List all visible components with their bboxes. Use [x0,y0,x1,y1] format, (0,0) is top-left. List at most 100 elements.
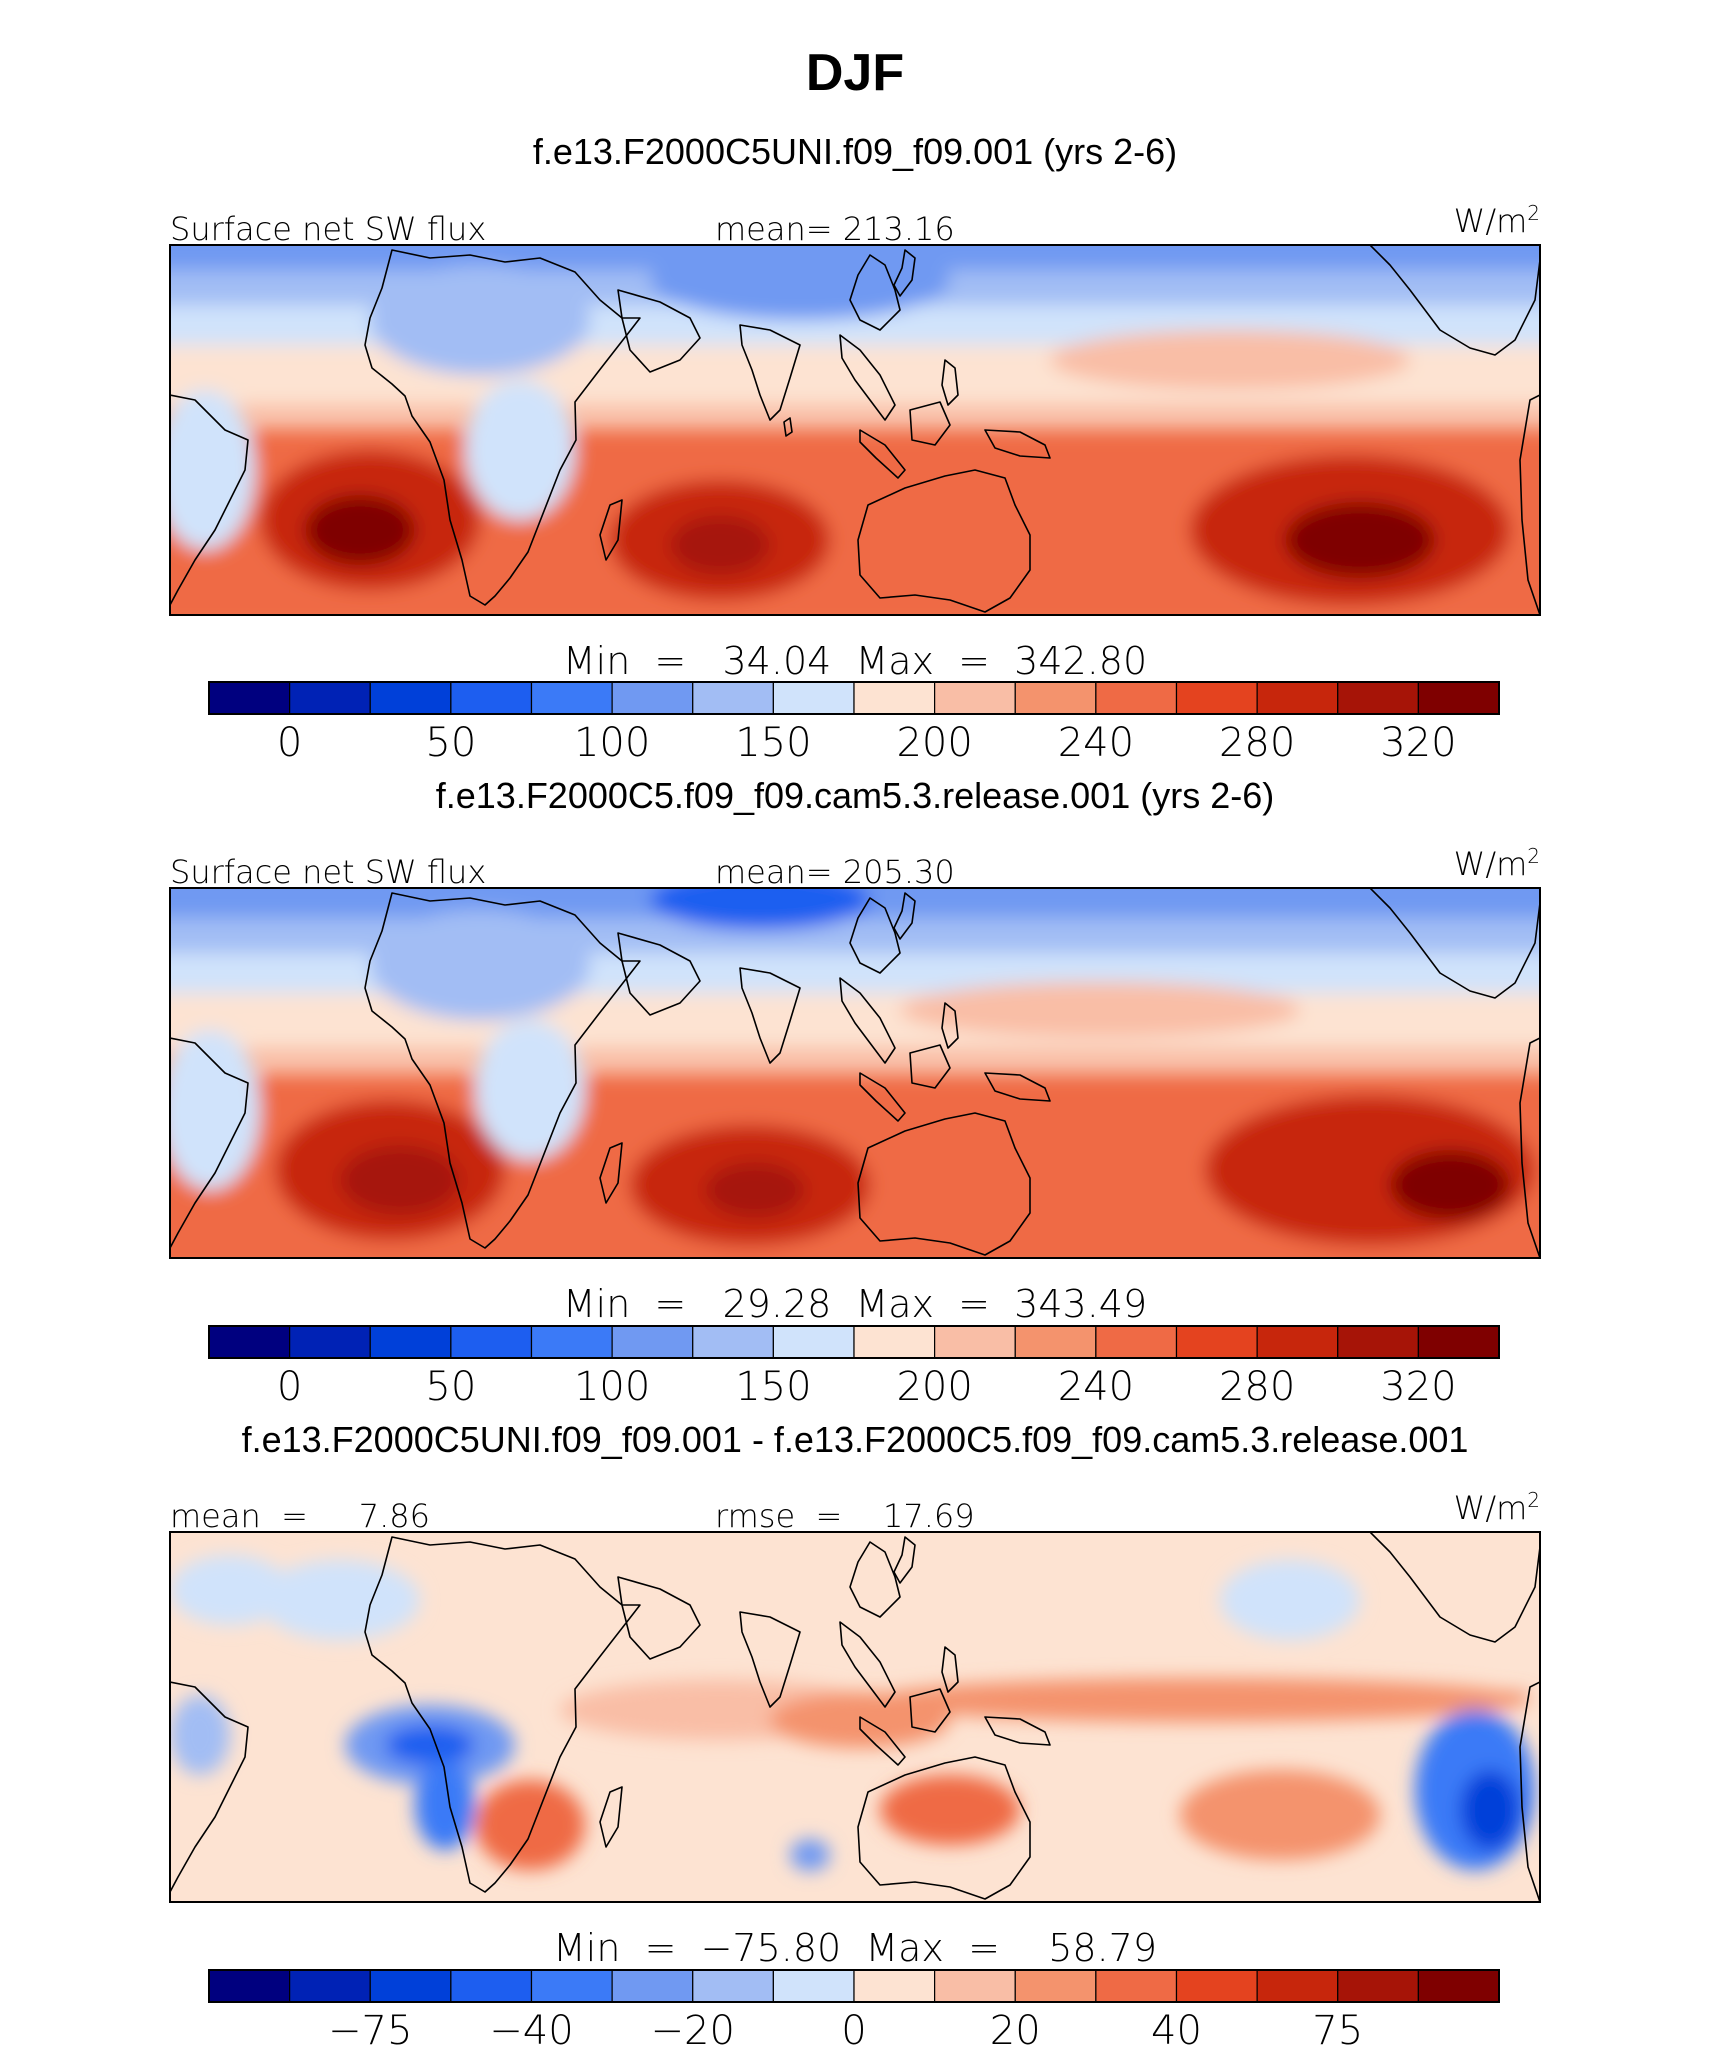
colorbar-tick-label: 100 [574,720,650,766]
panel-3-coast-philippines [941,1646,959,1693]
colorbar-swatch [1095,1969,1178,2003]
panel-1-minmax: Min = 34.04 Max = 342.80 [563,639,1147,683]
colorbar-swatch [1095,1325,1178,1359]
colorbar-swatch [289,1325,371,1359]
colorbar-swatch [1337,1325,1419,1359]
colorbar-swatch [530,1969,613,2003]
panel-1-coast-sri-lanka [783,417,793,437]
panel-1-coast-japan [893,249,916,297]
season-title: DJF [806,44,904,102]
panel-3-coast-south-america-west [1519,1681,1540,1902]
panel-3-field-southwest-atlantic-blue [415,1760,475,1850]
panel-2-coast-australia [857,1112,1031,1256]
colorbar-swatch [530,1325,613,1359]
panel-2-coast-philippines [941,1002,959,1049]
colorbar-swatch [1417,1325,1500,1359]
panel-2-map-frame [169,887,1541,1259]
panel-2-coast-madagascar [599,1142,623,1204]
colorbar-swatch [1095,681,1178,715]
panel-1-coast-africa [364,249,641,606]
panel-2-coast-india [739,967,801,1064]
colorbar-swatch [934,1325,1016,1359]
panel-3-units-base: W/m [1454,1489,1528,1527]
panel-2-field-south-america [170,1030,260,1190]
colorbar-swatch [934,681,1016,715]
colorbar-tick-label: −20 [651,2008,735,2048]
panel-3-field-pacific-band-halo [870,1678,1530,1722]
colorbar-swatch [1175,1969,1258,2003]
colorbar-swatch [1256,1969,1339,2003]
colorbar-frame [208,1969,1500,2003]
colorbar-tick-label: 0 [841,2008,866,2048]
panel-2-field-south-pacific-core [1390,1150,1510,1220]
colorbar-swatch [450,681,533,715]
panel-1-field-north-pacific [1050,330,1410,390]
panel-2-colorbar: 0 50 100 150 200 240 280 320 [208,1325,1500,1410]
colorbar-tick-label: 240 [1058,1364,1134,1410]
colorbar-swatch [369,1969,452,2003]
panel-2-field-east-asia [650,888,870,930]
panel-3-map [170,1532,1540,1902]
panel-2-coast-south-america-west [1519,1037,1540,1258]
panel-3-field-atlantic-blue-core [385,1725,475,1765]
panel-3-field-north-atlantic-blue [170,1555,290,1625]
colorbar-tick-label: 240 [1058,720,1134,766]
panel-2-field [170,888,1540,1258]
colorbar-swatch [289,1969,371,2003]
panel-2-units-base: W/m [1454,845,1528,883]
panel-1-map [170,245,1540,615]
colorbar-tick-label: 150 [735,1364,811,1410]
colorbar-swatch [692,681,774,715]
panel-2-variable-label: Surface net SW flux [170,853,486,891]
panel-1-field-south-pacific-core [1285,502,1435,578]
panel-2-coast-japan [893,892,916,940]
panel-1-variable-label: Surface net SW flux [170,210,486,248]
panel-2-minmax: Min = 29.28 Max = 343.49 [563,1282,1147,1326]
panel-3-coast-east-asia [849,1541,901,1618]
panel-1-coast-east-asia [849,254,901,331]
panel-3-field-southern-africa-red [475,1780,585,1870]
colorbar-swatch [1175,681,1258,715]
colorbar-tick-label: 40 [1151,2008,1202,2048]
panel-2-units: W/m2 [1454,844,1540,883]
panel-1-coast-india [739,324,801,421]
panel-1-units: W/m2 [1454,201,1540,240]
panel-3-coast-japan [893,1536,916,1584]
colorbar-swatch [1337,681,1419,715]
colorbar-tick-label: 200 [896,720,972,766]
panel-1-units-exp: 2 [1527,201,1540,225]
panel-1-coast-south-america-west [1519,394,1540,615]
panel-2-case-title: f.e13.F2000C5.f09_f09.cam5.3.release.001… [436,775,1274,816]
panel-1-mean-label: mean= 213.16 [715,210,955,248]
panel-3-coast-new-guinea [984,1716,1051,1746]
panel-3-coast-arabia [617,1576,701,1660]
panel-3-field-australia-red [880,1775,1020,1845]
colorbar-tick-label: 320 [1380,1364,1456,1410]
colorbar-swatch [853,1325,936,1359]
panel-1-units-base: W/m [1454,202,1528,240]
colorbar-swatch [208,681,291,715]
colorbar-swatch [692,1325,774,1359]
panel-3-coast-madagascar [599,1786,623,1848]
colorbar-frame [208,681,1500,715]
colorbar-tick-label: 50 [425,720,476,766]
panel-3-mean-label: mean = 7.86 [170,1497,430,1535]
panel-3-coast-sumatra [859,1716,906,1766]
colorbar-swatch [1014,681,1097,715]
colorbar-frame [208,1325,1500,1359]
colorbar-tick-label: 320 [1380,720,1456,766]
colorbar-swatch [369,681,452,715]
panel-1-field-south-atlantic-core [305,495,415,565]
panel-3-field-sahara-blue [260,1560,420,1640]
panel-3-field [170,1555,1535,1871]
panel-3-coastlines [170,1532,1540,1902]
panel-1-coast-philippines [941,359,959,406]
colorbar-tick-label: 200 [896,1364,972,1410]
colorbar-tick-label: 20 [990,2008,1041,2048]
colorbar-swatch [772,681,855,715]
panel-3-field-indian-ocean-blue [790,1839,830,1871]
panel-2-mean-label: mean= 205.30 [715,853,955,891]
colorbar-swatch [853,1969,936,2003]
colorbar-swatch [1337,1969,1419,2003]
panel-3-coast-africa [364,1536,641,1893]
